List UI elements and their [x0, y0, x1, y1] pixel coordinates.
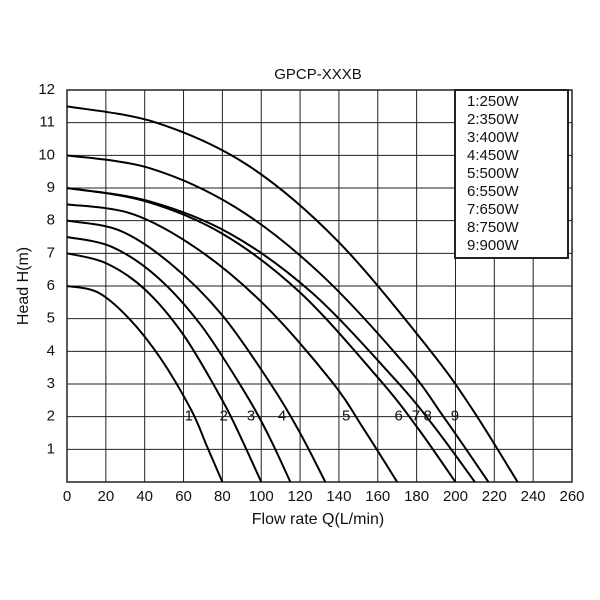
pump-curve: [66, 285, 224, 483]
legend-entry: 4:450W: [467, 147, 520, 164]
curve-label: 8: [424, 408, 432, 425]
x-tick-label: 60: [175, 488, 192, 505]
x-tick-label: 240: [521, 488, 546, 505]
y-tick-label: 7: [47, 244, 55, 261]
curve-label: 2: [220, 408, 228, 425]
y-tick-label: 12: [38, 81, 55, 98]
legend-entry: 5:500W: [467, 165, 520, 182]
curve-label: 1: [185, 408, 193, 425]
x-tick-label: 120: [288, 488, 313, 505]
pump-curve: [66, 252, 263, 483]
x-tick-label: 0: [63, 488, 71, 505]
x-axis-title: Flow rate Q(L/min): [252, 511, 384, 528]
curve-label: 4: [278, 408, 286, 425]
pump-curve: [66, 105, 519, 483]
y-tick-label: 1: [47, 440, 55, 457]
y-tick-label: 4: [47, 342, 55, 359]
x-tick-label: 20: [98, 488, 115, 505]
x-tick-label: 220: [482, 488, 507, 505]
curve-label: 3: [247, 408, 255, 425]
y-tick-label: 8: [47, 212, 55, 229]
pump-curve: [66, 219, 327, 483]
x-tick-label: 100: [249, 488, 274, 505]
pump-curve: [66, 154, 490, 483]
curve-label: 5: [342, 408, 350, 425]
x-tick-label: 40: [136, 488, 153, 505]
curve-label: 9: [451, 408, 459, 425]
x-tick-label: 180: [404, 488, 429, 505]
y-tick-label: 10: [38, 146, 55, 163]
y-axis-title: Head H(m): [15, 247, 32, 325]
x-tick-label: 80: [214, 488, 231, 505]
pump-curve: [66, 187, 476, 483]
y-tick-label: 9: [47, 179, 55, 196]
pump-curve: [66, 236, 292, 483]
x-tick-label: 160: [365, 488, 390, 505]
legend-entry: 8:750W: [467, 219, 520, 236]
legend-entry: 1:250W: [467, 93, 520, 110]
legend-entry: 2:350W: [467, 111, 520, 128]
legend-entry: 6:550W: [467, 183, 520, 200]
y-tick-label: 6: [47, 277, 55, 294]
chart-title: GPCP-XXXB: [274, 66, 362, 83]
y-tick-label: 3: [47, 375, 55, 392]
legend-entry: 7:650W: [467, 201, 520, 218]
curve-label: 7: [412, 408, 420, 425]
x-tick-label: 140: [326, 488, 351, 505]
pump-curve: [66, 203, 399, 483]
legend-box: [454, 89, 569, 259]
legend-entry: 9:900W: [467, 237, 520, 254]
curve-label: 6: [394, 408, 402, 425]
y-tick-label: 11: [39, 114, 55, 131]
y-tick-label: 5: [47, 310, 55, 327]
x-tick-label: 260: [559, 488, 584, 505]
x-tick-label: 200: [443, 488, 468, 505]
legend-entry: 3:400W: [467, 129, 520, 146]
y-tick-label: 2: [47, 408, 55, 425]
